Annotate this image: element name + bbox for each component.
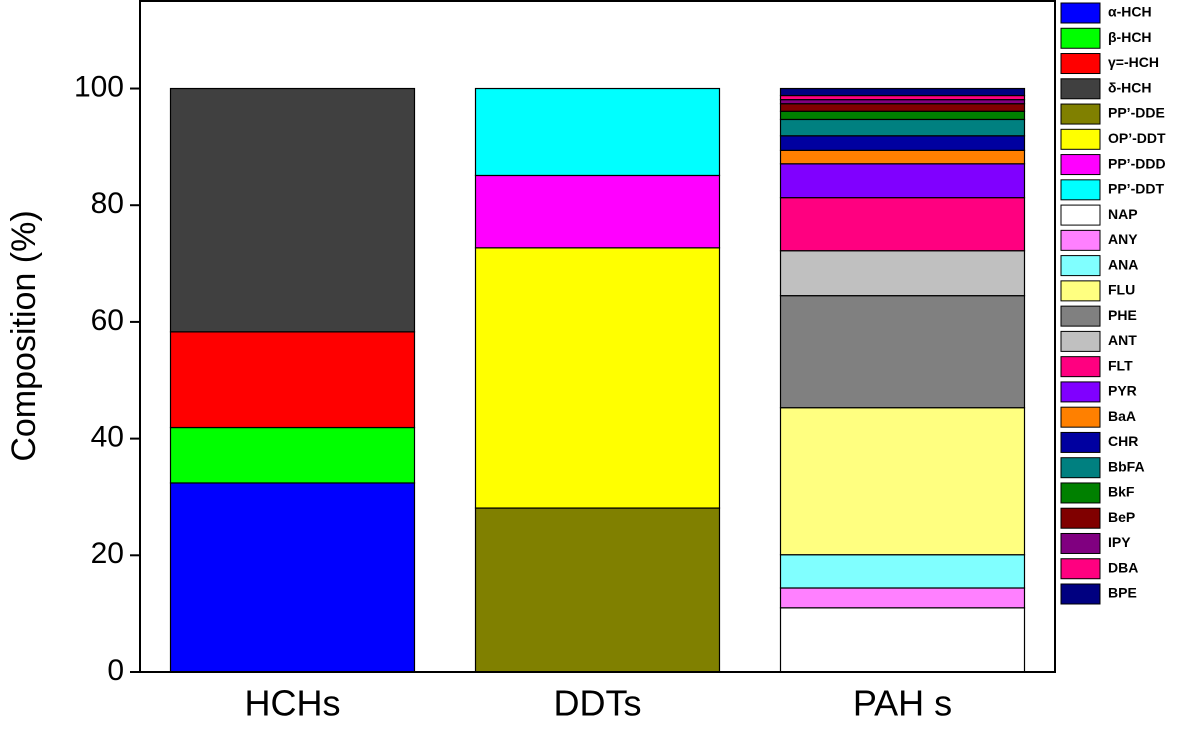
legend-swatch [1060, 280, 1101, 302]
legend-swatch [1060, 128, 1101, 150]
legend-swatch [1060, 431, 1101, 453]
legend-swatch [1060, 558, 1101, 580]
bar-segment [779, 554, 1026, 589]
legend-swatch [1060, 229, 1101, 251]
y-tick-label: 100 [74, 70, 124, 103]
legend-swatch [1060, 255, 1101, 277]
x-tick-label: DDTs [554, 683, 642, 724]
bar-segment [779, 87, 1026, 97]
bar-segment [779, 587, 1026, 609]
legend-label: FLT [1108, 357, 1133, 373]
bar-segment [474, 507, 721, 673]
legend-swatch [1060, 356, 1101, 378]
y-axis-label: Composition (%) [5, 210, 43, 461]
legend-swatch [1060, 53, 1101, 75]
x-tick-label: HCHs [245, 683, 341, 724]
y-tick-label: 40 [91, 421, 124, 454]
y-tick-label: 0 [107, 654, 124, 687]
legend-label: β-HCH [1108, 29, 1152, 45]
legend-swatch [1060, 583, 1101, 605]
y-tick-label: 60 [91, 304, 124, 337]
bar-segment [779, 607, 1026, 673]
legend-label: γ=-HCH [1108, 54, 1159, 70]
bar-segment [169, 331, 416, 429]
legend-swatch [1060, 78, 1101, 100]
bar-segment [779, 295, 1026, 409]
legend-swatch [1060, 381, 1101, 403]
legend-label: α-HCH [1108, 4, 1152, 20]
legend-swatch [1060, 154, 1101, 176]
legend-swatch [1060, 482, 1101, 504]
legend-label: NAP [1108, 206, 1138, 222]
bar-segment [779, 197, 1026, 252]
legend-label: DBA [1108, 559, 1138, 575]
legend-label: BeP [1108, 509, 1135, 525]
legend-label: PP’-DDD [1108, 155, 1166, 171]
legend-label: PHE [1108, 307, 1137, 323]
legend-label: FLU [1108, 282, 1135, 298]
bar-segment [474, 87, 721, 177]
legend-label: PYR [1108, 383, 1137, 399]
bar-segment [779, 94, 1026, 101]
plot-frame [139, 0, 1056, 673]
legend-swatch [1060, 305, 1101, 327]
bar-segment [779, 407, 1026, 556]
legend-swatch [1060, 179, 1101, 201]
legend-swatch [1060, 204, 1101, 226]
legend-swatch [1060, 507, 1101, 529]
bar-segment [779, 135, 1026, 151]
bar-segment [779, 163, 1026, 199]
legend-label: BaA [1108, 408, 1136, 424]
legend-swatch [1060, 532, 1101, 554]
legend-swatch [1060, 457, 1101, 479]
y-tick-label: 80 [91, 187, 124, 220]
bar-segment [169, 87, 416, 333]
legend-label: IPY [1108, 534, 1131, 550]
legend-label: OP’-DDT [1108, 130, 1166, 146]
bar-segment [779, 103, 1026, 112]
legend-swatch [1060, 2, 1101, 24]
bar-segment [474, 247, 721, 509]
bar-segment [474, 174, 721, 249]
x-tick-label: PAH s [853, 683, 952, 724]
bar-segment [169, 426, 416, 484]
legend-label: δ-HCH [1108, 79, 1151, 95]
bar-segment [779, 250, 1026, 297]
bar-segment [169, 482, 416, 673]
legend-swatch [1060, 406, 1101, 428]
legend-label: ANY [1108, 231, 1138, 247]
bar-segment [779, 118, 1026, 137]
y-tick-label: 20 [91, 537, 124, 570]
legend-label: ANA [1108, 256, 1138, 272]
legend-swatch [1060, 103, 1101, 125]
legend-label: CHR [1108, 433, 1138, 449]
legend-label: ANT [1108, 332, 1137, 348]
bar-segment [779, 149, 1026, 165]
bar-segment [779, 110, 1026, 121]
legend-label: PP’-DDE [1108, 105, 1165, 121]
legend-label: BbFA [1108, 458, 1145, 474]
bar-segment [779, 99, 1026, 105]
legend-label: BkF [1108, 484, 1135, 500]
legend-swatch [1060, 27, 1101, 49]
legend-label: PP’-DDT [1108, 181, 1164, 197]
legend-label: BPE [1108, 585, 1137, 601]
legend-swatch [1060, 330, 1101, 352]
